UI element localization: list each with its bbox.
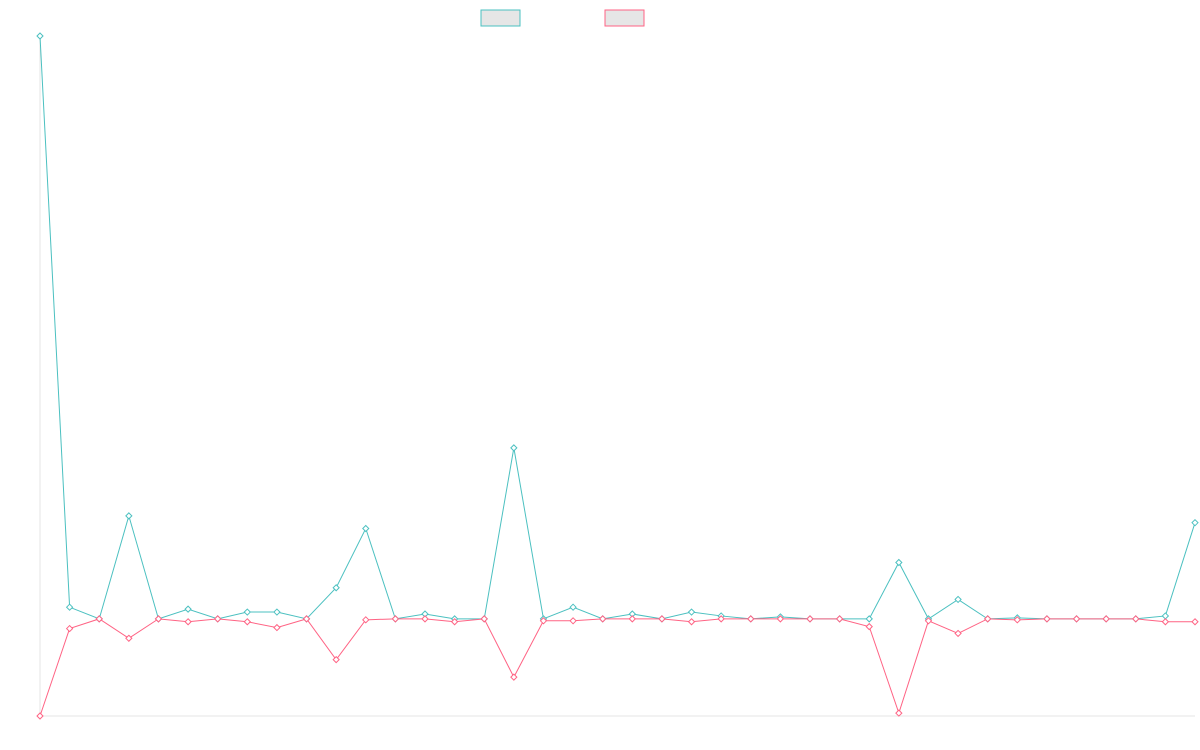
data-point [1191,618,1199,626]
data-point [332,584,340,592]
data-point [1013,616,1022,624]
data-point [1072,615,1081,623]
data-point [273,608,281,616]
data-point [539,617,548,625]
data-point [510,444,518,452]
data-point [36,712,44,720]
data-point [273,623,281,632]
data-point [569,617,577,625]
data-point [895,709,903,717]
data-point [687,608,696,616]
data-point [954,629,962,638]
data-point [65,624,74,633]
data-point [1161,618,1170,626]
data-point [1043,615,1051,623]
data-point [628,615,637,623]
data-point [1132,615,1140,623]
data-point [332,655,340,664]
series-1 [36,32,1199,623]
data-point [36,32,44,40]
data-point [184,618,192,626]
data-point [125,512,133,520]
data-point [598,615,607,623]
data-point [480,615,488,623]
data-point [687,618,696,626]
data-point [569,603,577,611]
data-point [806,615,814,623]
axes [39,36,1195,717]
data-point [658,615,666,623]
series-line-2 [39,618,1195,717]
data-point [154,615,163,623]
data-point [302,615,311,623]
data-point [865,615,873,623]
data-point [776,615,785,623]
series-line-1 [39,35,1196,620]
legend-swatch-1 [480,9,521,27]
legend-swatch-2 [604,9,645,27]
data-point [213,615,222,623]
data-point [865,622,873,631]
data-point [125,634,133,642]
data-point [954,595,962,604]
data-point [362,524,370,533]
data-point [243,608,252,616]
data-point [421,615,429,623]
data-point [65,603,74,611]
data-point [1102,615,1110,623]
legend [480,9,645,27]
data-point [184,605,192,613]
data-point [362,616,370,624]
data-point [983,615,992,623]
data-point [243,618,252,626]
data-point [924,617,933,625]
series-group [36,32,1199,720]
series-2 [36,615,1199,720]
data-point [95,615,103,623]
data-point [1191,518,1199,527]
data-point [895,558,903,567]
data-point [835,615,844,623]
data-point [747,615,755,623]
data-point [717,615,725,623]
data-point [510,673,518,681]
data-point [391,615,400,623]
data-point [450,618,459,626]
data-point [1161,612,1170,620]
